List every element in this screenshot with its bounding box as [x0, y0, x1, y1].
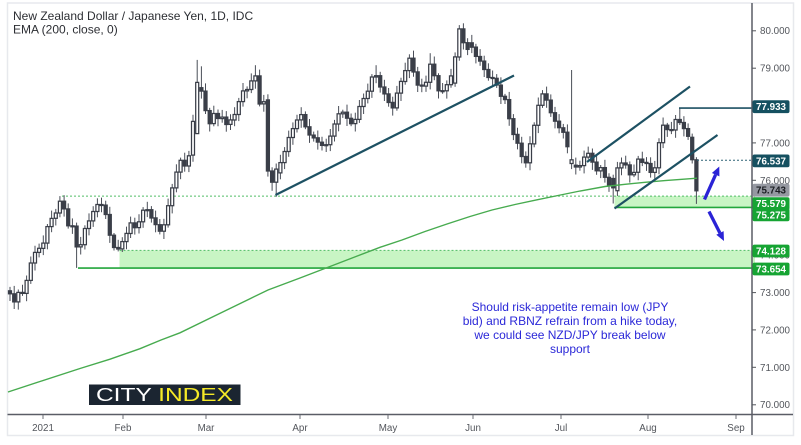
svg-text:2021: 2021: [32, 423, 54, 434]
svg-text:70.000: 70.000: [760, 400, 791, 411]
svg-text:bid) and RBNZ refrain from a h: bid) and RBNZ refrain from a hike today,: [463, 314, 678, 328]
svg-text:72.000: 72.000: [760, 325, 791, 336]
svg-text:Sep: Sep: [727, 423, 745, 434]
svg-text:79.000: 79.000: [760, 64, 791, 75]
svg-text:Aug: Aug: [639, 423, 656, 434]
svg-text:75.743: 75.743: [756, 186, 787, 197]
svg-text:Jun: Jun: [465, 423, 481, 434]
svg-text:EMA (200, close, 0): EMA (200, close, 0): [13, 23, 118, 37]
svg-text:77.000: 77.000: [760, 138, 791, 149]
svg-text:76.000: 76.000: [760, 176, 791, 187]
svg-text:73.000: 73.000: [760, 288, 791, 299]
svg-text:73.654: 73.654: [756, 265, 787, 276]
svg-text:Should risk-appetite remain lo: Should risk-appetite remain low (JPY: [472, 300, 669, 314]
svg-text:76.537: 76.537: [756, 156, 787, 167]
svg-text:80.000: 80.000: [760, 26, 791, 37]
svg-text:Mar: Mar: [198, 423, 216, 434]
svg-text:May: May: [379, 423, 398, 434]
svg-text:Jul: Jul: [555, 423, 568, 434]
svg-text:support: support: [550, 342, 591, 356]
svg-text:CITY INDEX: CITY INDEX: [96, 385, 233, 405]
svg-text:New Zealand Dollar / Japanese: New Zealand Dollar / Japanese Yen, 1D, I…: [13, 9, 253, 23]
svg-text:Apr: Apr: [292, 423, 308, 434]
svg-text:Feb: Feb: [115, 423, 132, 434]
svg-text:71.000: 71.000: [760, 363, 791, 374]
svg-text:we could see NZD/JPY break bel: we could see NZD/JPY break below: [473, 328, 666, 342]
svg-text:74.128: 74.128: [756, 247, 787, 258]
svg-text:75.579: 75.579: [756, 199, 787, 210]
svg-text:77.933: 77.933: [756, 102, 787, 113]
svg-text:75.275: 75.275: [756, 210, 787, 221]
